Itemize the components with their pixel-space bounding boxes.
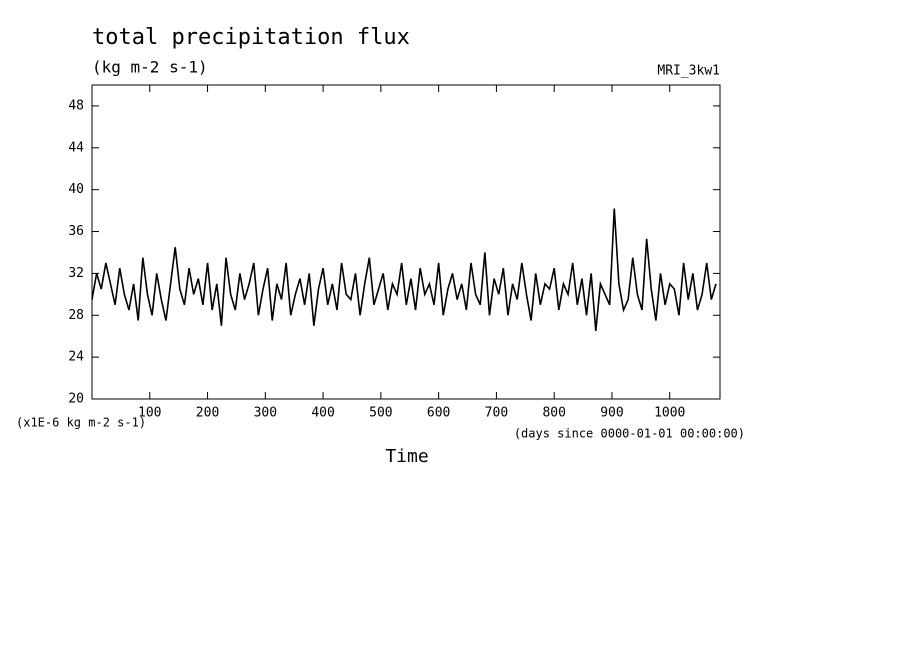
y-tick-label: 40 — [68, 182, 84, 197]
y-tick-label: 28 — [68, 308, 84, 323]
chart-subtitle: (kg m-2 s-1) — [92, 58, 208, 77]
y-tick-label: 32 — [68, 266, 84, 281]
x-tick-label: 300 — [254, 406, 277, 421]
plot-frame — [91, 84, 721, 400]
model-label: MRI_3kw1 — [657, 64, 720, 79]
x-tick-label: 200 — [196, 406, 219, 421]
y-tick-label: 20 — [68, 392, 84, 407]
x-tick-label: 600 — [427, 406, 450, 421]
x-units: (days since 0000-01-01 00:00:00) — [514, 427, 745, 441]
chart-title: total precipitation flux — [92, 25, 410, 50]
x-axis-label: Time — [385, 446, 428, 467]
y-tick-label: 24 — [68, 350, 84, 365]
x-tick-label: 500 — [369, 406, 392, 421]
x-tick-label: 700 — [485, 406, 508, 421]
y-tick-label: 36 — [68, 224, 84, 239]
x-tick-label: 800 — [542, 406, 565, 421]
series-line — [91, 208, 717, 332]
y-tick-label: 44 — [68, 140, 84, 155]
x-tick-label: 1000 — [654, 406, 685, 421]
x-tick-label: 100 — [138, 406, 161, 421]
x-tick-label: 900 — [600, 406, 623, 421]
x-tick-label: 400 — [311, 406, 334, 421]
y-tick-label: 48 — [68, 98, 84, 113]
y-axis-label: (x1E-6 kg m-2 s-1) — [16, 416, 146, 430]
